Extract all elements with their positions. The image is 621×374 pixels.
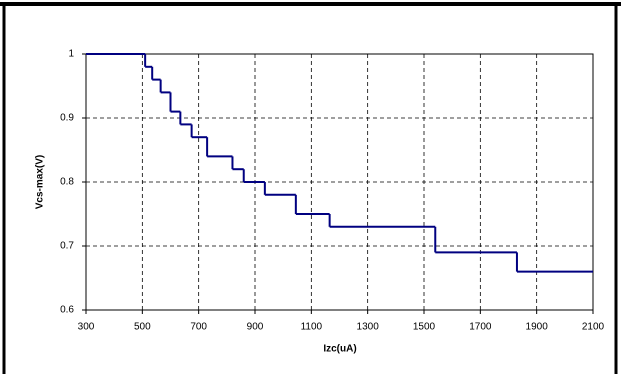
y-axis-label: Vcs-max(V): [35, 155, 46, 209]
y-tick-label: 1: [68, 49, 74, 60]
y-tick-label: 0.9: [60, 113, 74, 124]
y-tick-label: 0.7: [60, 241, 74, 252]
x-tick-label: 700: [190, 322, 207, 333]
plot-area: [85, 53, 594, 311]
x-tick-label: 1500: [413, 322, 436, 333]
x-tick-label: 900: [247, 322, 264, 333]
x-axis-label: Izc(uA): [323, 344, 356, 355]
x-tick-label: 500: [134, 322, 151, 333]
x-tick-label: 1700: [469, 322, 492, 333]
x-tick-label: 300: [78, 322, 95, 333]
x-tick-label: 1300: [357, 322, 380, 333]
x-tick-label: 1900: [526, 322, 549, 333]
x-tick-label: 2100: [582, 322, 605, 333]
y-tick-label: 0.8: [60, 177, 74, 188]
y-tick-label: 0.6: [60, 305, 74, 316]
x-tick-label: 1100: [301, 322, 323, 333]
